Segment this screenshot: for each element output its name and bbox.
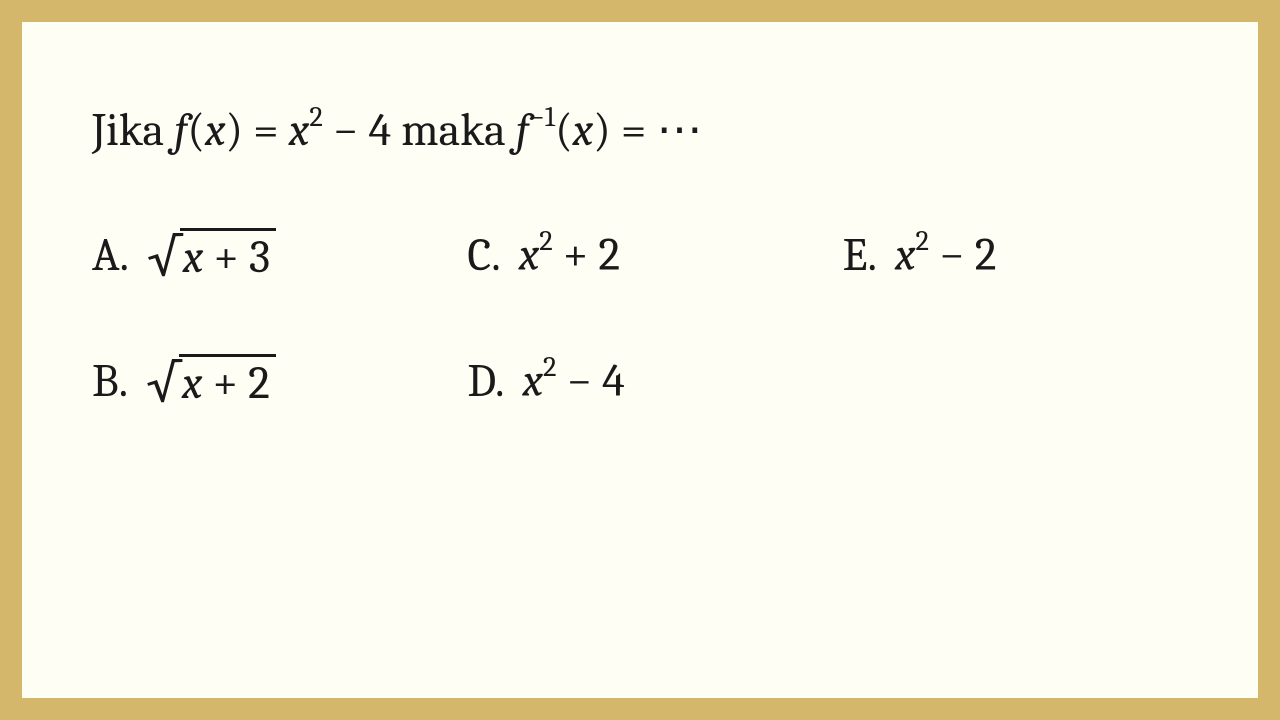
q-open2: (	[555, 104, 573, 157]
question-card: Jika f(x) = x2 − 4 maka f−1(x) = ⋯ A. √ …	[22, 22, 1258, 698]
option-b: B. √ x + 2	[92, 353, 437, 409]
q-dots: ⋯	[657, 104, 705, 157]
q-func-f: f	[174, 104, 187, 157]
q-eq2: =	[611, 104, 657, 157]
opt-b-x: x	[182, 357, 203, 410]
q-func-f2: f	[516, 104, 529, 157]
q-minus4: − 4	[323, 104, 391, 157]
option-d-math: x2 − 4	[522, 354, 624, 407]
option-c-math: x2 + 2	[519, 228, 620, 281]
q-close1: )	[225, 104, 243, 157]
opt-d-x: x	[522, 355, 543, 408]
q-close2: )	[593, 104, 611, 157]
sqrt-icon: √	[147, 237, 182, 279]
opt-a-x: x	[183, 231, 204, 284]
opt-e-x: x	[895, 229, 916, 282]
opt-b-rest: + 2	[202, 357, 269, 410]
option-e-label: E.	[843, 229, 877, 282]
option-c: C. x2 + 2	[467, 227, 812, 283]
opt-a-rest: + 3	[203, 231, 270, 284]
option-a-label: A.	[92, 229, 129, 282]
q-x2: x	[573, 104, 594, 157]
sqrt-icon: √	[146, 363, 181, 405]
option-a-radicand: x + 3	[180, 228, 276, 284]
q-mid: maka	[391, 104, 516, 157]
option-a-math: √ x + 3	[147, 227, 276, 283]
opt-e-rest: − 2	[929, 229, 996, 282]
opt-d-exp: 2	[543, 351, 556, 384]
opt-d-rest: − 4	[556, 355, 624, 408]
opt-e-exp: 2	[916, 225, 929, 258]
opt-c-rest: + 2	[553, 229, 620, 282]
option-c-label: C.	[467, 229, 500, 282]
q-x2exp: 2	[309, 101, 322, 134]
q-x2var: x	[289, 104, 310, 157]
q-prefix: Jika	[92, 104, 174, 157]
option-e: E. x2 − 2	[843, 227, 1188, 283]
question-text: Jika f(x) = x2 − 4 maka f−1(x) = ⋯	[92, 102, 1188, 157]
option-e-math: x2 − 2	[895, 228, 996, 281]
opt-c-exp: 2	[539, 225, 552, 258]
opt-c-x: x	[519, 229, 540, 282]
option-b-math: √ x + 2	[146, 353, 276, 409]
q-open1: (	[187, 104, 205, 157]
q-invexp: −1	[529, 101, 555, 134]
options-grid: A. √ x + 3 C. x2 + 2 E. x2 − 2 B. √ x + …	[92, 227, 1188, 409]
option-a: A. √ x + 3	[92, 227, 437, 283]
option-b-radicand: x + 2	[179, 354, 276, 410]
option-b-label: B.	[92, 355, 128, 408]
option-d-label: D.	[467, 355, 504, 408]
q-x1: x	[205, 104, 226, 157]
q-eq1: =	[243, 104, 289, 157]
option-d: D. x2 − 4	[467, 353, 812, 409]
